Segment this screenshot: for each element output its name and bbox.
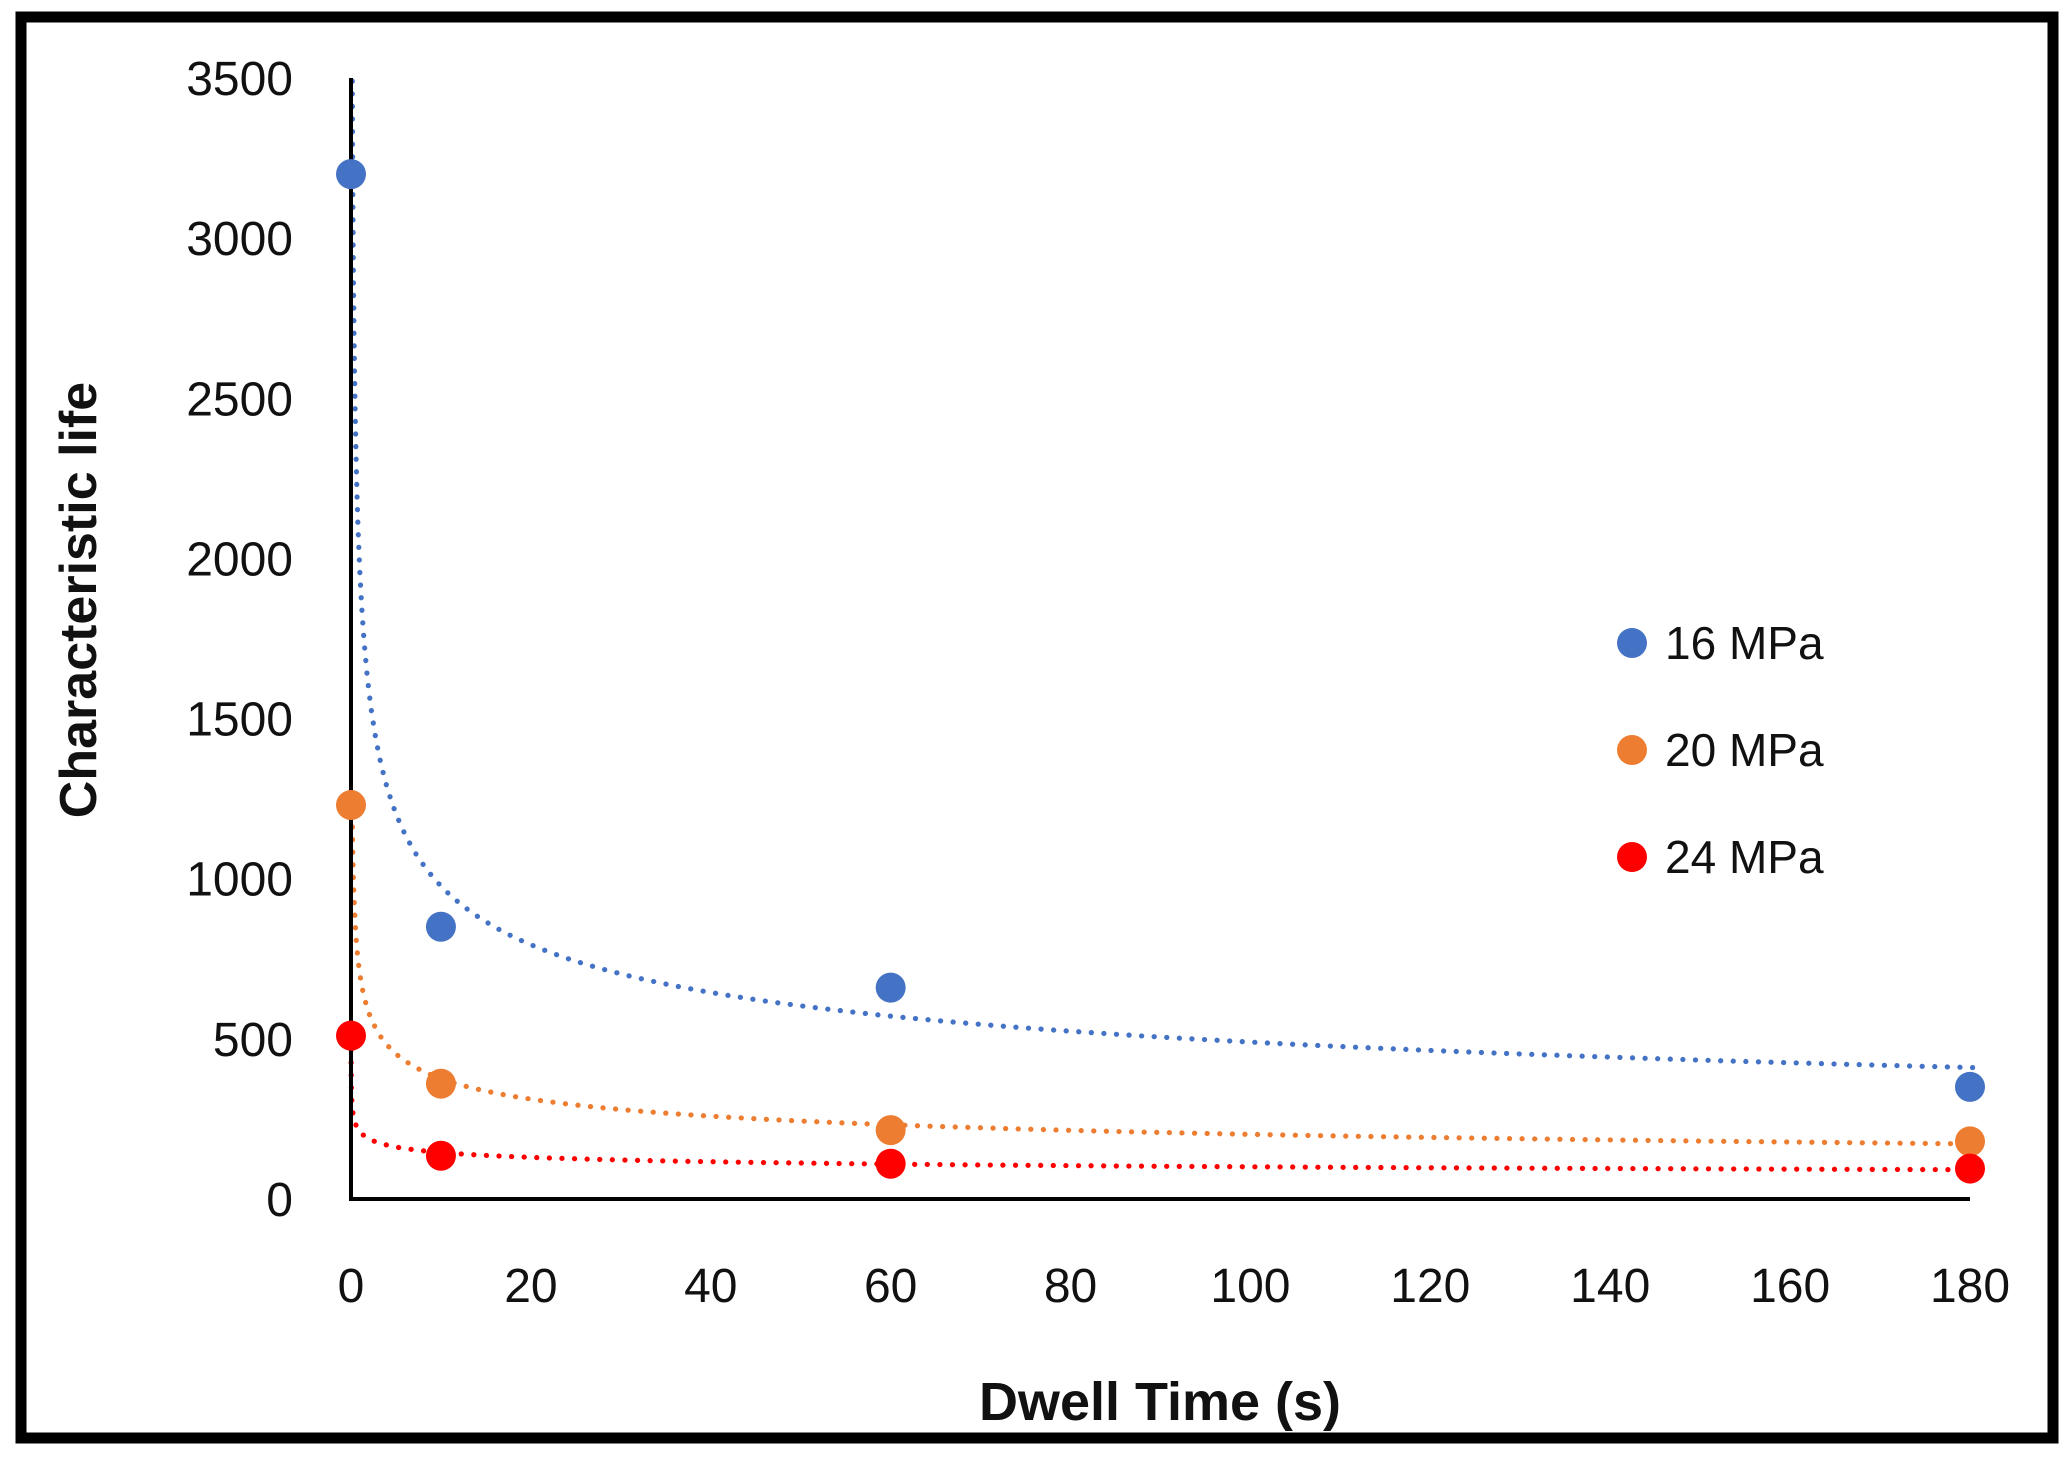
axes-layer (349, 78, 1970, 1201)
x-axis-title: Dwell Time (s) (979, 1372, 1341, 1432)
x-tick-label: 160 (1750, 1260, 1830, 1313)
data-point-16-mpa (336, 159, 366, 190)
tick-labels-layer: 0 500 1000 1500 2000 2500 3000 3500 0 20 40 60 80 100… (186, 53, 2010, 1313)
data-point-16-mpa (875, 972, 906, 1003)
x-tick-label: 20 (504, 1260, 557, 1313)
y-tick-label: 1500 (186, 694, 293, 747)
x-tick-label: 40 (684, 1260, 737, 1313)
x-tick-label: 60 (864, 1260, 917, 1313)
legend-label: 16 MPa (1665, 617, 1824, 669)
figure-border (15, 11, 2059, 1444)
y-tick-label: 500 (213, 1014, 293, 1067)
y-tick-label: 3500 (186, 53, 293, 106)
data-point-16-mpa (1955, 1071, 1985, 1102)
data-point-16-mpa (425, 911, 456, 942)
x-tick-label: 140 (1570, 1260, 1650, 1313)
data-point-20-mpa (336, 790, 366, 821)
x-tick-label: 120 (1390, 1260, 1470, 1313)
y-axis-title: Characteristic life (50, 382, 108, 818)
y-tick-label: 0 (266, 1174, 293, 1227)
y-tick-label: 2000 (186, 533, 293, 586)
legend-label: 20 MPa (1665, 724, 1824, 776)
data-points-layer (336, 159, 1985, 1184)
legend-label: 24 MPa (1665, 831, 1824, 883)
data-point-20-mpa (875, 1115, 906, 1146)
x-tick-label: 0 (338, 1260, 365, 1313)
legend: 16 MPa 20 MPa 24 MPa (1617, 617, 1824, 883)
data-point-20-mpa (1955, 1126, 1985, 1157)
trendline-24-mpa (348, 1034, 1980, 1173)
legend-marker (1617, 628, 1647, 658)
legend-marker (1617, 735, 1647, 765)
trendline-16-mpa (349, 78, 1980, 1071)
x-tick-label: 80 (1044, 1260, 1097, 1313)
y-tick-label: 2500 (186, 373, 293, 426)
legend-item: 24 MPa (1617, 831, 1824, 883)
legend-item: 16 MPa (1617, 617, 1824, 669)
x-tick-label: 180 (1930, 1260, 2010, 1313)
y-tick-label: 1000 (186, 854, 293, 907)
data-point-24-mpa (336, 1020, 366, 1051)
y-tick-label: 3000 (186, 213, 293, 266)
legend-item: 20 MPa (1617, 724, 1824, 776)
legend-marker (1617, 842, 1647, 872)
data-point-24-mpa (1955, 1153, 1985, 1184)
data-point-24-mpa (425, 1140, 456, 1171)
trendline-20-mpa (349, 799, 1980, 1147)
data-point-20-mpa (425, 1068, 456, 1099)
x-tick-label: 100 (1210, 1260, 1290, 1313)
data-point-24-mpa (875, 1148, 906, 1179)
